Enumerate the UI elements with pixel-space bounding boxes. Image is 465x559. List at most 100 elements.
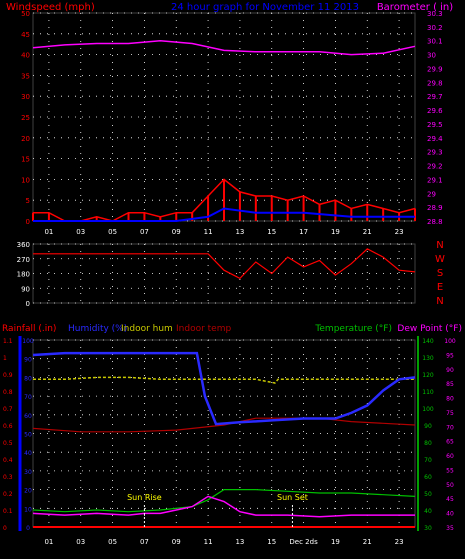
wind-left-tick: 35 (21, 72, 30, 80)
baro-right-tick: 29.4 (427, 135, 443, 143)
wind-gust-line (33, 178, 416, 222)
temp-outer-tick: 60 (446, 453, 454, 460)
legend-left-item: Indoor hum (121, 324, 173, 334)
wind-x-tick: 11 (204, 228, 213, 236)
baro-right-tick: 29.3 (427, 149, 443, 157)
temp-outer-tick: 80 (446, 396, 454, 403)
baro-right-tick: 29 (427, 190, 436, 198)
baro-right-tick: 29.6 (427, 107, 443, 115)
compass-label: N (436, 296, 443, 307)
temperature-line (32, 489, 416, 513)
rain-tick: 0.6 (3, 423, 13, 430)
humidity-tick: 90 (24, 357, 32, 364)
temp-inner-tick: 70 (424, 457, 432, 464)
temp-inner-tick: 100 (422, 406, 434, 413)
legend-left-item: Rainfall (.in) (2, 324, 56, 334)
indoor-temp-line (32, 417, 416, 433)
temp-inner-tick: 30 (424, 525, 432, 532)
wind-left-tick: 30 (21, 93, 30, 101)
wind-x-tick: 03 (76, 228, 85, 236)
legend-dew-point: Dew Point (°F) (397, 324, 462, 334)
temp-x-tick: 01 (44, 538, 53, 546)
temp-outer-tick: 70 (446, 424, 454, 431)
temp-outer-tick: 50 (446, 482, 454, 489)
temp-x-tick: 05 (108, 538, 117, 546)
direction-left-tick: 360 (17, 241, 30, 249)
legend-left-item: Humidity (%) (68, 324, 127, 334)
humidity-tick: 100 (22, 338, 34, 345)
temp-x-tick: 11 (204, 538, 213, 546)
wind-left-tick: 45 (21, 31, 30, 39)
indoor-hum-line (33, 376, 415, 384)
temp-x-tick: 19 (331, 538, 340, 546)
temp-outer-tick: 65 (446, 439, 454, 446)
wind-direction-line (33, 248, 416, 280)
rain-tick: 0.1 (3, 508, 13, 515)
temp-inner-tick: 140 (422, 338, 434, 345)
legend-left-item: Indoor temp (176, 324, 231, 334)
direction-left-tick: 270 (17, 256, 30, 264)
temp-inner-tick: 120 (422, 372, 434, 379)
baro-right-tick: 30 (427, 52, 436, 60)
temp-inner-tick: 90 (424, 423, 432, 430)
wind-left-tick: 15 (21, 156, 30, 164)
wind-x-tick: 17 (299, 228, 308, 236)
wind-x-tick: 19 (331, 228, 340, 236)
humidity-tick: 40 (24, 450, 32, 457)
temp-outer-tick: 35 (446, 525, 454, 532)
direction-left-tick: 0 (26, 300, 30, 308)
wind-x-tick: 05 (108, 228, 117, 236)
temp-outer-tick: 45 (446, 496, 454, 503)
humidity-line (32, 351, 416, 426)
wind-left-tick: 0 (26, 218, 30, 226)
humidity-tick: 50 (24, 432, 32, 439)
temp-x-tick: 21 (363, 538, 372, 546)
rain-tick: 0.2 (3, 491, 13, 498)
temp-inner-tick: 110 (422, 389, 434, 396)
wind-x-tick: 01 (44, 228, 53, 236)
legend-temperature: Temperature (°F) (314, 324, 392, 334)
compass-label: N (436, 240, 443, 251)
wind-x-tick: 21 (363, 228, 372, 236)
rain-tick: 0.3 (3, 474, 13, 481)
temp-outer-tick: 85 (446, 381, 454, 388)
humidity-tick: 0 (26, 525, 30, 532)
temp-inner-tick: 50 (424, 491, 432, 498)
baro-right-tick: 29.7 (427, 93, 443, 101)
temp-panel-frame (32, 339, 416, 528)
wind-left-tick: 50 (21, 10, 30, 18)
temp-x-tick: 15 (267, 538, 276, 546)
temp-inner-tick: 60 (424, 474, 432, 481)
temp-outer-tick: 95 (446, 352, 454, 359)
wind-left-tick: 40 (21, 52, 30, 60)
humidity-tick: 20 (24, 488, 32, 495)
wind-left-tick: 20 (21, 135, 30, 143)
baro-right-tick: 28.8 (427, 218, 443, 226)
baro-axis-title: Barometer ( in) (377, 2, 453, 13)
rain-tick: 0 (3, 525, 7, 532)
rain-tick: 0.8 (3, 389, 13, 396)
temp-inner-tick: 80 (424, 440, 432, 447)
wind-x-tick: 09 (172, 228, 181, 236)
wind-left-tick: 10 (21, 176, 30, 184)
humidity-tick: 30 (24, 469, 32, 476)
wind-x-tick: 07 (140, 228, 149, 236)
baro-right-tick: 29.5 (427, 121, 443, 129)
compass-label: W (435, 254, 445, 265)
baro-right-tick: 29.2 (427, 163, 443, 171)
temp-x-tick: 13 (235, 538, 244, 546)
rain-tick: 0.7 (3, 406, 13, 413)
humidity-tick: 60 (24, 413, 32, 420)
baro-right-tick: 29.9 (427, 65, 443, 73)
direction-left-tick: 180 (17, 271, 30, 279)
wind-x-tick: 13 (235, 228, 244, 236)
wind-avg-line (33, 207, 415, 222)
chart-title: 24 hour graph for November 11 2013 (171, 2, 359, 13)
temp-outer-tick: 40 (446, 511, 454, 518)
temp-x-tick: 09 (172, 538, 181, 546)
humidity-tick: 10 (24, 506, 32, 513)
temp-x-tick: 07 (140, 538, 149, 546)
wind-left-tick: 5 (26, 197, 30, 205)
